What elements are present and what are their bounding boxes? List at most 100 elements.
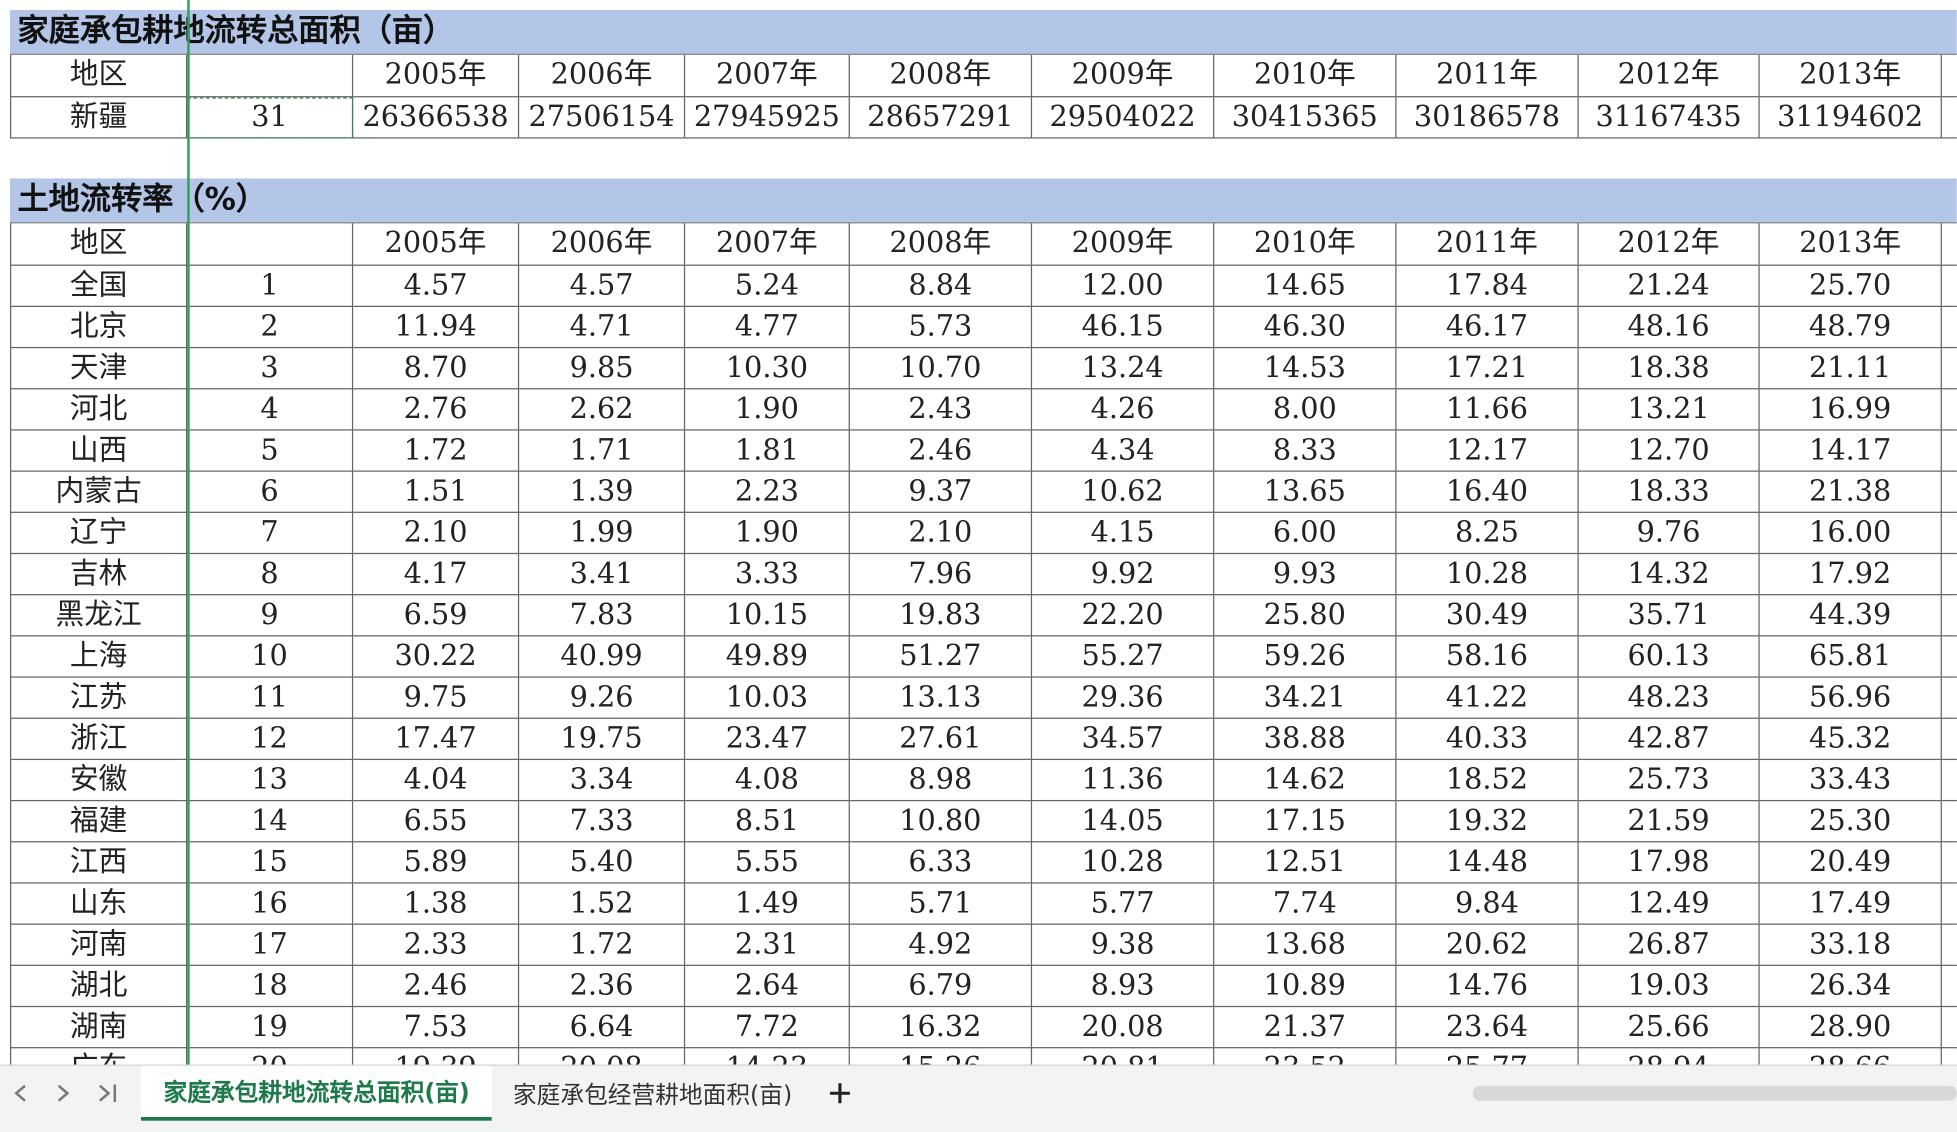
cell: 46.15 [1032,307,1215,349]
cell: 15 [187,842,354,884]
cell: 7.83 [519,595,686,637]
cell: 黑龙江 [9,595,188,637]
cell: 20 [187,1048,354,1065]
cell: 3.33 [685,554,850,596]
cell: 9.38 [1032,924,1215,966]
cell: 1.72 [519,924,686,966]
cell: 7.72 [685,1007,850,1049]
cell: 12.49 [1578,883,1760,925]
cell: 4.34 [1032,430,1215,472]
cell: 9.85 [519,348,686,390]
cell: 2008年 [849,54,1033,98]
cell: 1.90 [685,512,850,555]
cell: 17.47 [353,718,520,761]
cell: 广东 [9,1048,188,1065]
cell: 福建 [9,801,188,843]
cell: 48.79 [1759,307,1942,349]
cell: 2.76 [353,389,520,431]
cell: 5.24 [685,265,850,308]
cell: 天津 [9,348,188,390]
cell: 30186578 [1396,97,1579,139]
cell: 11.66 [1396,389,1579,431]
cell: 吉林 [9,554,188,596]
cell: 1.71 [519,430,686,472]
cell: 28.94 [1579,1048,1760,1065]
cell: 15.26 [850,1048,1033,1065]
cell: 12.51 [1214,842,1397,884]
empty-cell [1941,925,1957,966]
cell: 1.99 [519,512,686,555]
cell: 2.23 [685,471,850,513]
cell: 14.05 [1032,801,1215,843]
cell: 56.96 [1759,677,1942,719]
cell: 8.33 [1214,430,1397,472]
cell: 31167435 [1578,97,1760,139]
cell: 48.16 [1578,307,1760,349]
cell: 12.00 [1032,265,1215,308]
cell: 45.32 [1759,718,1942,761]
cell: 38.88 [1214,718,1397,761]
cell: 29504022 [1032,97,1215,139]
cell: 11 [187,677,354,719]
cell: 江西 [9,842,188,884]
cell: 23.47 [685,718,850,761]
cell: 1.38 [353,883,520,925]
cell: 23.52 [1214,1048,1397,1065]
empty-cell [1941,636,1957,678]
cell: 5.77 [1032,883,1215,925]
cell: 18 [187,965,354,1008]
cell: 13.21 [1578,389,1760,431]
cell: 16.40 [1396,471,1579,513]
cell: 17.98 [1578,842,1760,884]
cell: 浙江 [9,718,188,761]
cell: 5.89 [353,842,520,884]
selected-cell [187,97,354,139]
cell: 13 [187,760,354,802]
empty-cell [187,54,354,98]
sheet-tab[interactable]: 家庭承包经营耕地面积(亩) [512,1081,793,1109]
cell: 7.74 [1214,883,1397,925]
cell: 5 [187,430,354,472]
add-sheet[interactable] [821,1066,858,1121]
cell: 2.46 [849,430,1033,472]
cell: 4.17 [353,554,520,596]
cell: 5.55 [685,842,850,884]
cell: 25.66 [1578,1007,1760,1049]
cell: 40.33 [1396,718,1579,761]
cell: 40.99 [519,636,686,678]
cell: 9.37 [849,471,1033,513]
cell: 2013年 [1759,223,1942,266]
h-scrollbar[interactable] [1472,1085,1957,1101]
sheet-tab[interactable]: 家庭承包耕地流转总面积(亩) [141,1065,493,1121]
cell: 9.92 [1032,554,1215,596]
empty-cell [1941,966,1957,1008]
cell: 23.64 [1396,1007,1579,1049]
cell: 湖南 [9,1007,188,1049]
cell: 6.55 [353,801,520,843]
cell: 10.28 [1396,554,1579,596]
tab-nav[interactable] [0,1066,137,1121]
cell: 9.84 [1396,883,1579,925]
cell: 27.61 [849,718,1033,761]
cell: 17.84 [1396,265,1579,308]
cell: 12 [187,718,354,761]
cell: 1.52 [519,883,686,925]
cell: 湖北 [9,965,188,1008]
cell: 1.81 [685,430,850,472]
cell: 2013年 [1759,54,1942,98]
cell: 28.66 [1760,1048,1942,1065]
cell: 4 [187,389,354,431]
cell: 19 [187,1007,354,1049]
cell: 30.22 [353,636,520,678]
cell: 14.48 [1396,842,1579,884]
empty-cell [187,223,354,266]
cell: 2012年 [1578,54,1760,98]
cell: 9.76 [1578,512,1760,555]
cell: 17.15 [1214,801,1397,843]
cell: 11.94 [353,307,520,349]
cell: 全国 [9,265,188,308]
cell: 2.36 [519,965,686,1008]
cell: 10.28 [1032,842,1215,884]
cell: 19.83 [849,595,1033,637]
cell: 4.77 [685,307,850,349]
